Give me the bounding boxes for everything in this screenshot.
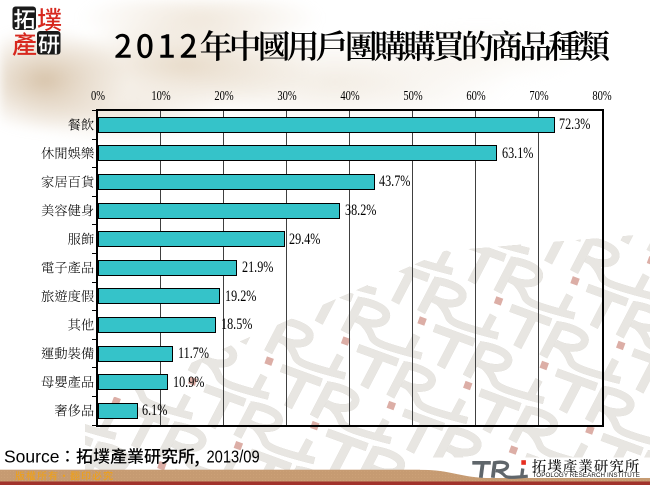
svg-text:TOPOLOGY RESEARCH INSTITUTE: TOPOLOGY RESEARCH INSTITUTE bbox=[533, 472, 641, 479]
svg-text:Source: Source bbox=[4, 447, 59, 467]
svg-text:2013/09: 2013/09 bbox=[207, 447, 260, 466]
